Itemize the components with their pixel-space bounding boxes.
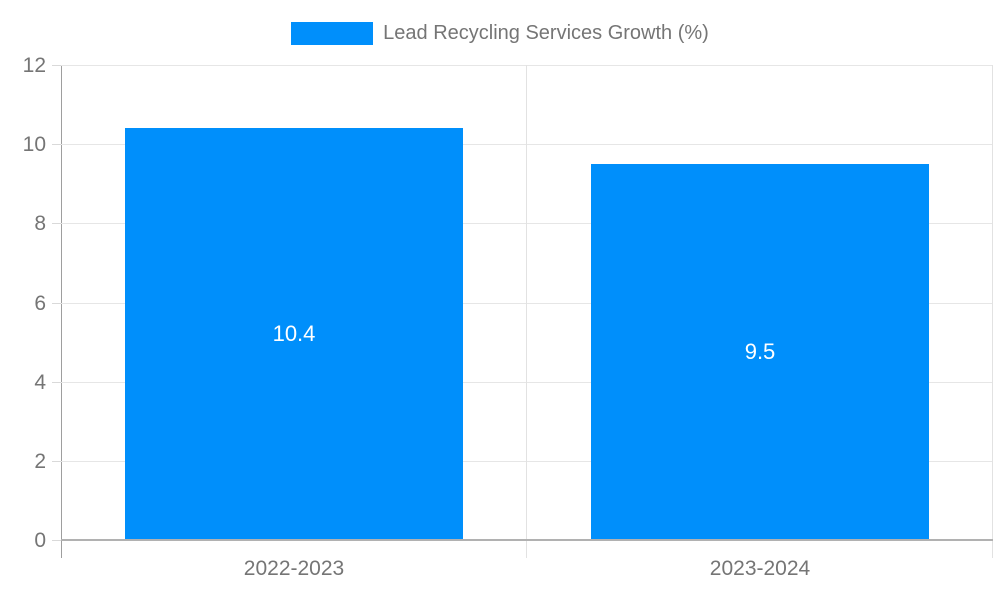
gridline-y-4 [61,381,993,383]
y-axis-label-2: 2 [34,449,46,473]
y-axis-label-4: 4 [34,370,46,394]
y-axis-tick [52,223,61,225]
y-axis-tick [52,540,61,541]
x-axis-label-2023-2024: 2023-2024 [709,557,811,580]
bar-2023-2024[interactable] [591,163,929,540]
bar-2022-2023[interactable] [125,128,463,540]
y-axis-line [61,65,62,558]
x-axis-baseline [61,539,993,541]
y-axis-label-12: 12 [22,54,46,77]
y-axis-tick [52,381,61,383]
gridline-y-10 [61,144,993,146]
y-axis-label-0: 0 [34,529,46,552]
y-axis-tick [52,144,61,146]
gridline-y-12 [61,65,993,66]
y-axis-label-10: 10 [22,133,46,157]
y-axis-tick [52,302,61,304]
y-axis-label-8: 8 [34,212,46,236]
plot-area: 10.4 9.5 [61,65,993,558]
gridline-y-2 [61,460,993,462]
y-axis-label-6: 6 [34,291,46,315]
y-axis-tick [52,460,61,462]
legend-swatch-icon [291,21,374,45]
gridline-x-boundary [992,65,993,558]
bar-value-label-2023-2024: 9.5 [744,338,776,364]
y-axis-tick [52,65,61,66]
legend-label: Lead Recycling Services Growth (%) [383,21,709,44]
gridline-y-8 [61,223,993,225]
gridline-y-6 [61,302,993,304]
gridline-x-boundary [526,65,527,558]
x-axis-label-2022-2023: 2022-2023 [243,557,345,580]
chart-legend[interactable]: Lead Recycling Services Growth (%) [0,18,1000,48]
bar-value-label-2022-2023: 10.4 [272,321,316,347]
